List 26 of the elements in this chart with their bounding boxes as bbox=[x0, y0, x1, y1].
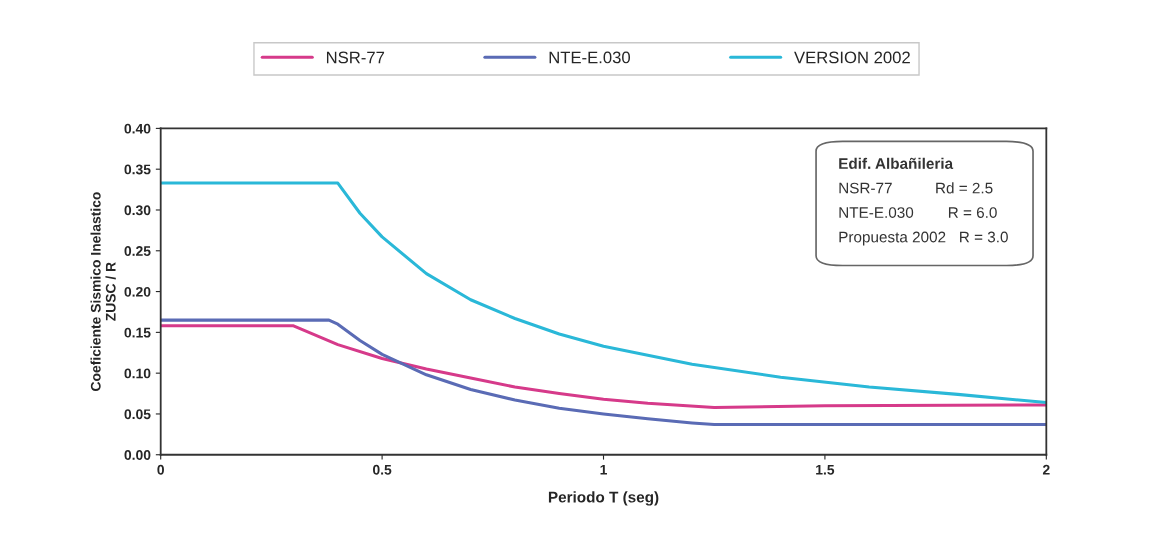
y-tick-label: 0.15 bbox=[124, 327, 151, 338]
x-tick-label: 0 bbox=[157, 464, 164, 475]
y-tick-label: 0.05 bbox=[124, 409, 151, 420]
y-tick-label: 0.20 bbox=[124, 286, 151, 297]
x-axis-title: Periodo T (seg) bbox=[548, 491, 659, 506]
legend-label: VERSION 2002 bbox=[794, 51, 910, 64]
annotation: NTE-E.030 R = 6.0 bbox=[839, 207, 997, 218]
x-tick-label: 1.5 bbox=[816, 464, 835, 475]
annotation: Edif. Albañileria bbox=[839, 157, 954, 169]
line-series bbox=[160, 324, 1047, 409]
line-series bbox=[160, 318, 1047, 427]
y-tick-label: 0.25 bbox=[124, 246, 151, 256]
legend-label: NTE-E.030 bbox=[549, 51, 631, 64]
legend-label: NSR-77 bbox=[326, 51, 385, 64]
line-series bbox=[160, 181, 1047, 405]
x-tick-label: 1 bbox=[600, 464, 607, 475]
x-tick-label: 2 bbox=[1042, 464, 1050, 475]
y-tick-label: 0.10 bbox=[124, 368, 151, 379]
y-tick-label: 0.40 bbox=[124, 123, 151, 134]
y-tick-label: 0.35 bbox=[124, 164, 151, 175]
y-tick-label: 0.30 bbox=[124, 205, 151, 216]
annotation: Propuesta 2002 R = 3.0 bbox=[839, 231, 1008, 246]
y-tick-label: 0.00 bbox=[124, 450, 151, 460]
y-axis-title: Coeficiente Sismico Inelastico ZUSC / R bbox=[90, 192, 116, 391]
x-tick-label: 0.5 bbox=[373, 464, 392, 475]
annotation: NSR-77 Rd = 2.5 bbox=[839, 182, 993, 194]
